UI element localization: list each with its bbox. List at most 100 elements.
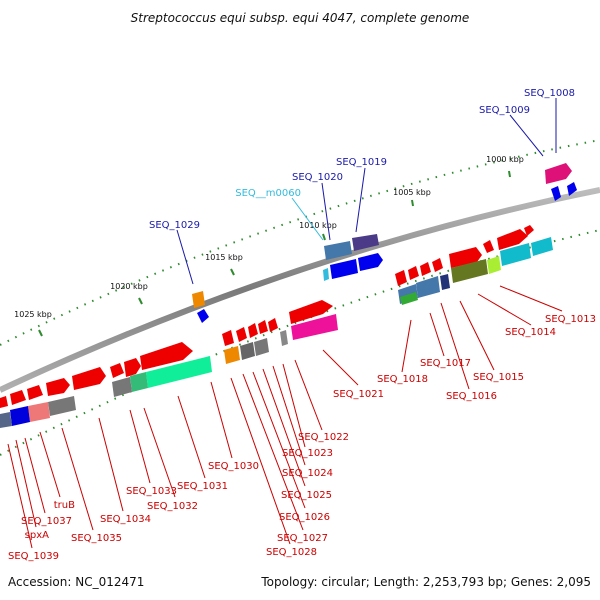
label-seq-1022: SEQ_1022 <box>298 432 349 443</box>
label-seq-1028: SEQ_1028 <box>266 547 317 558</box>
gene-seq-1037a <box>10 390 26 405</box>
topology-summary: Topology: circular; Length: 2,253,793 bp… <box>260 575 591 589</box>
label-seq-1029: SEQ_1029 <box>149 220 200 231</box>
gene-seq-1022 <box>268 318 278 332</box>
gene-seq-1029 <box>192 291 205 308</box>
gene-labels: SEQ_1008 SEQ_1009 SEQ_1019 SEQ_1020 SEQ_… <box>8 88 596 562</box>
label-seq-1019: SEQ_1019 <box>336 157 387 168</box>
tick-label-1015: 1015 kbp <box>205 253 243 262</box>
reverse-genes-right <box>395 225 553 305</box>
gene-grey-3 <box>240 342 255 360</box>
gene-rev-c <box>483 240 494 253</box>
gene-seq-1017 <box>440 274 450 290</box>
gene-seq-1009b <box>551 186 561 201</box>
gene-seq-1020 <box>324 241 352 260</box>
gene-seq-1032a <box>110 363 124 378</box>
gene-seq-1015 <box>487 256 501 274</box>
tick-label-1010: 1010 kbp <box>299 221 337 230</box>
gene-seq-1026 <box>222 330 234 346</box>
tick-label-1000: 1000 kbp <box>486 155 524 164</box>
gene-seq-1039b <box>0 412 12 428</box>
gene-seq-1021b <box>291 314 338 340</box>
inner-tick-ring <box>0 229 600 456</box>
gene-seq-1016 <box>451 259 488 283</box>
label-seq-1015: SEQ_1015 <box>473 372 524 383</box>
label-leader-lines <box>7 98 563 549</box>
gene-rev-h <box>395 270 407 286</box>
label-spxa: spxA <box>25 530 49 541</box>
label-seq-1017: SEQ_1017 <box>420 358 471 369</box>
gene-seq-1031b <box>130 372 148 392</box>
gene-m0060 <box>323 268 329 281</box>
gene-seq-1019b <box>358 253 383 271</box>
label-seq-1039: SEQ_1039 <box>8 551 59 562</box>
gene-seq-1019 <box>352 234 379 251</box>
reverse-genes-left <box>0 342 212 428</box>
label-seq-m0060: SEQ__m0060 <box>235 188 301 199</box>
gene-rev-g <box>408 266 419 280</box>
gene-rev-a <box>497 229 528 250</box>
label-seq-1020: SEQ_1020 <box>292 172 343 183</box>
label-seq-1032: SEQ_1032 <box>147 501 198 512</box>
gene-seq-1035a <box>27 385 43 400</box>
label-seq-1034: SEQ_1034 <box>100 514 151 525</box>
label-trub: truB <box>54 500 75 511</box>
label-seq-1026: SEQ_1026 <box>279 512 330 523</box>
gene-seq-1024 <box>248 323 258 338</box>
gene-seq-1030b <box>146 356 212 388</box>
gene-seq-1013 <box>531 237 553 256</box>
gene-rev-b <box>524 225 534 236</box>
gene-seq-1027 <box>224 346 240 364</box>
tick-label-1005: 1005 kbp <box>393 188 431 197</box>
gene-seq-1033a <box>72 367 106 390</box>
label-seq-1037: SEQ_1037 <box>21 516 72 527</box>
forward-genes <box>192 163 577 323</box>
label-seq-1013: SEQ_1013 <box>545 314 596 325</box>
genome-backbone <box>0 187 600 393</box>
gene-seq-1025 <box>236 327 247 342</box>
gene-seq-1021a <box>289 300 333 324</box>
label-seq-1027: SEQ_1027 <box>277 533 328 544</box>
label-seq-1016: SEQ_1016 <box>446 391 497 402</box>
gene-seq-1020b <box>330 259 358 279</box>
label-seq-1033: SEQ_1033 <box>126 486 177 497</box>
gene-seq-1009 <box>567 182 577 196</box>
label-seq-1008: SEQ_1008 <box>524 88 575 99</box>
label-seq-1014: SEQ_1014 <box>505 327 556 338</box>
label-seq-1009: SEQ_1009 <box>479 105 530 116</box>
gene-seq-1032b <box>112 377 132 397</box>
gene-seq-1030a <box>140 342 193 370</box>
label-seq-1030: SEQ_1030 <box>208 461 259 472</box>
label-seq-1023: SEQ_1023 <box>282 448 333 459</box>
gene-seq-1008 <box>545 163 572 184</box>
label-seq-1031: SEQ_1031 <box>177 481 228 492</box>
gene-rev-e <box>432 258 443 272</box>
reverse-genes-middle <box>222 300 338 364</box>
outer-tick-ring <box>0 139 600 346</box>
major-ticks <box>38 170 511 337</box>
gene-grey-1 <box>280 330 288 346</box>
tick-label-1020: 1020 kbp <box>110 282 148 291</box>
gene-seq-1031a <box>124 358 141 377</box>
accession-text: Accession: NC_012471 <box>8 575 144 589</box>
label-seq-1025: SEQ_1025 <box>281 490 332 501</box>
gene-rev-f <box>420 262 431 276</box>
gene-seq-1034b <box>48 396 76 416</box>
tick-label-1025: 1025 kbp <box>14 310 52 319</box>
gene-seq-1029b <box>197 309 209 323</box>
gene-seq-1018c <box>400 292 418 305</box>
gene-seq-1014 <box>500 243 531 266</box>
label-seq-1018: SEQ_1018 <box>377 374 428 385</box>
label-seq-1024: SEQ_1024 <box>282 468 333 479</box>
gene-seq-1034a <box>46 378 70 396</box>
map-title: Streptococcus equi subsp. equi 4047, com… <box>131 11 470 25</box>
gene-grey-2 <box>254 338 269 356</box>
gene-seq-1037b <box>10 406 30 426</box>
gene-seq-1023 <box>258 320 268 334</box>
gene-seq-1035b <box>28 402 50 422</box>
gene-seq-1039a <box>0 396 8 408</box>
gene-seq-1018a <box>416 276 440 298</box>
label-seq-1021: SEQ_1021 <box>333 389 384 400</box>
label-seq-1035: SEQ_1035 <box>71 533 122 544</box>
